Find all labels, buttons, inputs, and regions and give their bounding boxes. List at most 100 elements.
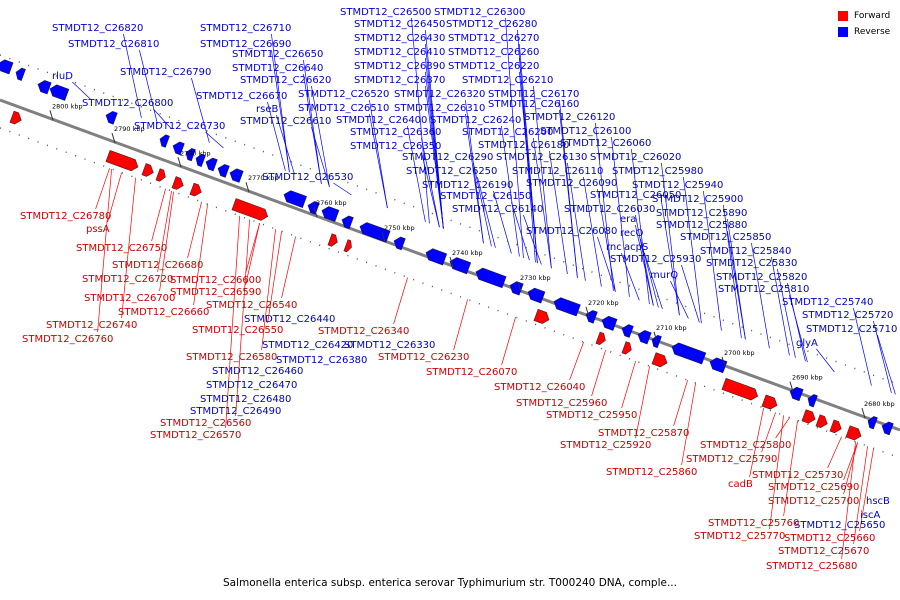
reverse-gene-label[interactable]: STMDT12_C26080 <box>526 226 617 237</box>
reverse-gene-label[interactable]: STMDT12_C25820 <box>716 272 807 283</box>
reverse-gene-label[interactable]: recO <box>620 228 644 239</box>
forward-gene-label[interactable]: STMDT12_C26570 <box>150 430 241 441</box>
forward-gene-label[interactable]: STMDT12_C25690 <box>768 482 859 493</box>
forward-gene-label[interactable]: STMDT12_C26340 <box>318 326 409 337</box>
reverse-gene-22[interactable] <box>526 286 546 304</box>
reverse-gene-0[interactable] <box>0 58 14 75</box>
reverse-gene-label[interactable]: STMDT12_C26190 <box>422 180 513 191</box>
reverse-gene-label[interactable]: STMDT12_C25720 <box>802 310 893 321</box>
forward-gene-35[interactable] <box>9 110 24 126</box>
forward-gene-label[interactable]: STMDT12_C26590 <box>170 287 261 298</box>
reverse-gene-4[interactable] <box>104 110 118 125</box>
forward-gene-40[interactable] <box>189 182 204 198</box>
reverse-gene-23[interactable] <box>552 296 581 317</box>
reverse-gene-10[interactable] <box>216 163 230 178</box>
forward-gene-label[interactable]: STMDT12_C25950 <box>546 410 637 421</box>
reverse-gene-label[interactable]: STMDT12_C26530 <box>262 172 353 183</box>
reverse-gene-label[interactable]: STMDT12_C25650 <box>794 520 885 531</box>
reverse-gene-label[interactable]: STMDT12_C26650 <box>232 49 323 60</box>
forward-gene-label[interactable]: STMDT12_C25790 <box>686 454 777 465</box>
forward-gene-label[interactable]: STMDT12_C26720 <box>82 274 173 285</box>
reverse-gene-9[interactable] <box>204 156 218 172</box>
reverse-gene-label[interactable]: acpS <box>624 242 648 253</box>
reverse-gene-31[interactable] <box>788 385 804 402</box>
reverse-gene-11[interactable] <box>228 167 244 183</box>
forward-gene-53[interactable] <box>845 425 863 442</box>
reverse-gene-33[interactable] <box>866 415 878 430</box>
forward-gene-label[interactable]: STMDT12_C26040 <box>494 382 585 393</box>
reverse-gene-label[interactable]: STMDT12_C25980 <box>612 166 703 177</box>
reverse-gene-label[interactable]: iscA <box>860 510 880 521</box>
reverse-gene-label[interactable]: STMDT12_C26330 <box>344 340 435 351</box>
forward-gene-label[interactable]: STMDT12_C25670 <box>778 546 869 557</box>
reverse-gene-3[interactable] <box>48 83 70 101</box>
forward-gene-39[interactable] <box>171 176 186 192</box>
reverse-gene-label[interactable]: STMDT12_C26440 <box>244 314 335 325</box>
reverse-gene-label[interactable]: glyA <box>796 338 818 349</box>
reverse-gene-18[interactable] <box>424 247 448 266</box>
reverse-gene-label[interactable]: STMDT12_C26130 <box>496 152 587 163</box>
forward-gene-label[interactable]: STMDT12_C26600 <box>170 275 261 286</box>
reverse-gene-label[interactable]: STMDT12_C26730 <box>134 121 225 132</box>
reverse-gene-label[interactable]: STMDT12_C26410 <box>354 47 445 58</box>
forward-gene-label[interactable]: STMDT12_C26680 <box>112 260 203 271</box>
forward-gene-41[interactable] <box>231 198 270 223</box>
reverse-gene-2[interactable] <box>36 79 52 95</box>
reverse-gene-label[interactable]: STMDT12_C26350 <box>350 141 441 152</box>
reverse-gene-label[interactable]: STMDT12_C26400 <box>336 115 427 126</box>
reverse-gene-label[interactable]: STMDT12_C26300 <box>434 7 525 18</box>
forward-gene-label[interactable]: STMDT12_C26580 <box>186 352 277 363</box>
reverse-gene-label[interactable]: STMDT12_C26640 <box>232 63 323 74</box>
reverse-gene-label[interactable]: STMDT12_C26060 <box>560 138 651 149</box>
reverse-gene-label[interactable]: STMDT12_C26480 <box>200 394 291 405</box>
reverse-gene-7[interactable] <box>184 147 196 162</box>
reverse-gene-label[interactable]: STMDT12_C26050 <box>590 190 681 201</box>
reverse-gene-21[interactable] <box>508 280 524 296</box>
forward-gene-50[interactable] <box>801 409 817 425</box>
reverse-gene-label[interactable]: STMDT12_C26090 <box>526 178 617 189</box>
reverse-gene-16[interactable] <box>358 221 391 243</box>
forward-gene-label[interactable]: STMDT12_C26700 <box>84 293 175 304</box>
reverse-gene-label[interactable]: STMDT12_C26100 <box>540 126 631 137</box>
reverse-gene-label[interactable]: STMDT12_C26170 <box>488 89 579 100</box>
forward-gene-38[interactable] <box>155 168 168 183</box>
reverse-gene-34[interactable] <box>880 420 894 436</box>
reverse-gene-label[interactable]: STMDT12_C26160 <box>488 99 579 110</box>
reverse-gene-12[interactable] <box>282 189 307 209</box>
reverse-gene-label[interactable]: STMDT12_C26430 <box>354 33 445 44</box>
reverse-gene-25[interactable] <box>600 314 618 331</box>
forward-gene-label[interactable]: STMDT12_C25700 <box>768 496 859 507</box>
reverse-gene-15[interactable] <box>340 214 354 230</box>
forward-gene-46[interactable] <box>621 341 634 356</box>
forward-gene-label[interactable]: STMDT12_C25800 <box>700 440 791 451</box>
forward-gene-label[interactable]: STMDT12_C25760 <box>708 518 799 529</box>
forward-gene-label[interactable]: STMDT12_C25960 <box>516 398 607 409</box>
reverse-gene-label[interactable]: STMDT12_C25880 <box>656 220 747 231</box>
forward-gene-label[interactable]: STMDT12_C25730 <box>752 470 843 481</box>
reverse-gene-label[interactable]: STMDT12_C26800 <box>82 98 173 109</box>
forward-gene-label[interactable]: cadB <box>728 479 753 490</box>
reverse-gene-label[interactable]: STMDT12_C25890 <box>656 208 747 219</box>
forward-gene-label[interactable]: STMDT12_C25660 <box>784 533 875 544</box>
forward-gene-label[interactable]: STMDT12_C25870 <box>598 428 689 439</box>
reverse-gene-label[interactable]: STMDT12_C26790 <box>120 67 211 78</box>
reverse-gene-label[interactable]: STMDT12_C26380 <box>276 355 367 366</box>
reverse-gene-label[interactable]: STMDT12_C25830 <box>706 258 797 269</box>
forward-gene-label[interactable]: STMDT12_C26550 <box>192 325 283 336</box>
forward-gene-label[interactable]: STMDT12_C26560 <box>160 418 251 429</box>
reverse-gene-label[interactable]: STMDT12_C26270 <box>448 33 539 44</box>
reverse-gene-label[interactable]: STMDT12_C26710 <box>200 23 291 34</box>
forward-gene-label[interactable]: STMDT12_C25770 <box>694 531 785 542</box>
reverse-gene-label[interactable]: STMDT12_C26140 <box>452 204 543 215</box>
reverse-gene-label[interactable]: STMDT12_C26120 <box>524 112 615 123</box>
forward-gene-label[interactable]: STMDT12_C26230 <box>378 352 469 363</box>
reverse-gene-label[interactable]: STMDT12_C26510 <box>298 103 389 114</box>
forward-gene-49[interactable] <box>761 394 779 411</box>
reverse-gene-label[interactable]: STMDT12_C26200 <box>462 127 553 138</box>
forward-gene-label[interactable]: STMDT12_C26660 <box>118 307 209 318</box>
reverse-gene-19[interactable] <box>448 256 472 275</box>
reverse-gene-label[interactable]: STMDT12_C25740 <box>782 297 873 308</box>
reverse-gene-13[interactable] <box>306 200 320 215</box>
forward-gene-48[interactable] <box>721 377 760 402</box>
reverse-gene-label[interactable]: STMDT12_C26250 <box>406 166 497 177</box>
